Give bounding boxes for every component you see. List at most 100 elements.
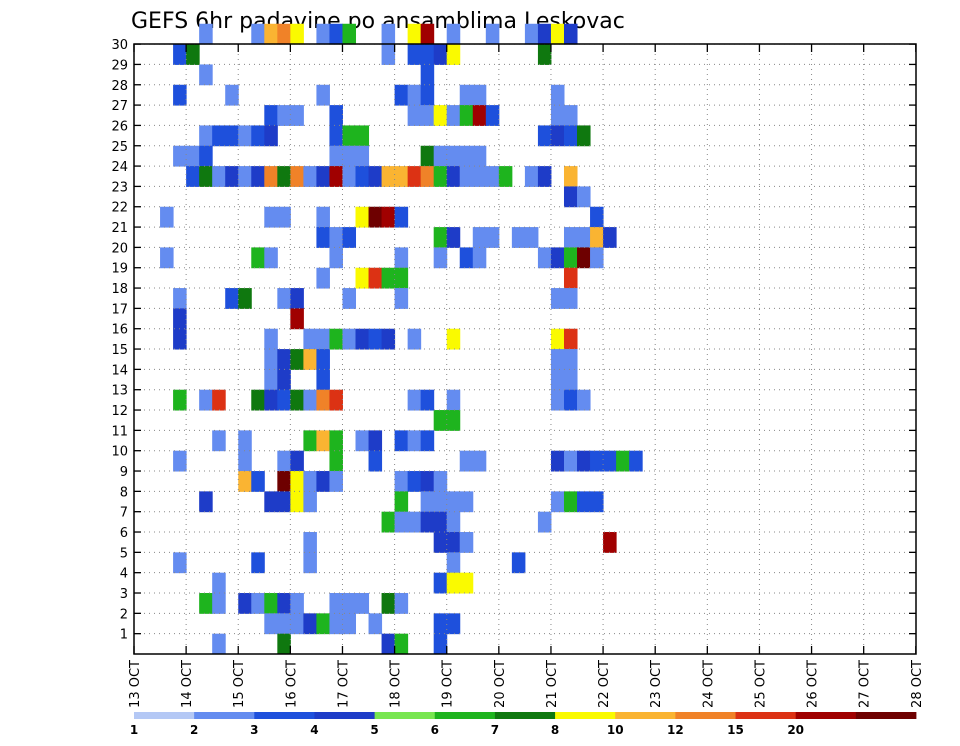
- heatmap-cell: [459, 450, 474, 472]
- heatmap-cell: [446, 227, 461, 248]
- heatmap-cell: [264, 593, 278, 614]
- colorbar-label: 20: [787, 723, 804, 737]
- heatmap-cell: [394, 267, 409, 289]
- heatmap-cell: [199, 491, 213, 513]
- heatmap-cell: [550, 369, 565, 391]
- heatmap-cell: [550, 288, 565, 309]
- heatmap-cell: [303, 389, 317, 411]
- heatmap-cell: [433, 532, 448, 553]
- heatmap-cell: [316, 84, 330, 106]
- heatmap-cell: [420, 145, 435, 167]
- colorbar-label: 3: [250, 723, 258, 737]
- heatmap-cell: [277, 105, 291, 126]
- heatmap-cell: [563, 450, 578, 472]
- colorbar-swatch: [555, 712, 616, 719]
- heatmap-cell: [433, 105, 448, 126]
- y-tick-label: 13: [111, 384, 128, 399]
- heatmap-cell: [342, 613, 357, 635]
- heatmap-cell: [238, 450, 252, 472]
- heatmap-cell: [303, 491, 317, 513]
- heatmap-cell: [420, 430, 435, 452]
- heatmap-cell: [238, 430, 252, 452]
- heatmap-cell: [550, 349, 565, 370]
- y-tick-label: 21: [111, 221, 128, 236]
- heatmap-cell: [264, 389, 278, 411]
- heatmap-cell: [264, 125, 278, 147]
- heatmap-cell: [420, 511, 435, 533]
- heatmap-cell: [342, 227, 357, 248]
- heatmap-cell: [394, 166, 409, 187]
- y-tick-label: 17: [111, 302, 128, 317]
- heatmap-cell: [563, 328, 578, 350]
- heatmap-cell: [394, 491, 409, 513]
- heatmap-cell: [329, 105, 343, 126]
- heatmap-cell: [472, 84, 487, 106]
- colorbar-swatch: [314, 712, 376, 719]
- heatmap-cell: [446, 410, 461, 431]
- heatmap-cell: [381, 23, 396, 45]
- heatmap-cell: [264, 206, 278, 228]
- y-tick-label: 18: [111, 282, 128, 297]
- heatmap-cell: [199, 389, 213, 411]
- heatmap-cell: [290, 23, 304, 45]
- heatmap-cell: [329, 227, 343, 248]
- heatmap-cell: [251, 552, 265, 574]
- heatmap-cell: [186, 44, 200, 65]
- heatmap-cell: [446, 552, 461, 574]
- heatmap-cell: [329, 389, 343, 411]
- colorbar-swatch: [494, 712, 556, 719]
- heatmap-cell: [498, 166, 513, 187]
- heatmap-cell: [264, 369, 278, 391]
- heatmap-cell: [485, 227, 500, 248]
- heatmap-cell: [355, 166, 370, 187]
- y-tick-label: 12: [111, 404, 128, 419]
- heatmap-cell: [342, 23, 357, 45]
- heatmap-cell: [225, 166, 239, 187]
- colorbar-swatch: [194, 712, 255, 719]
- heatmap-cell: [316, 267, 330, 289]
- colorbar-label: 4: [310, 723, 318, 737]
- heatmap-cell: [225, 125, 239, 147]
- heatmap-cell: [290, 389, 304, 411]
- heatmap-cell: [485, 105, 500, 126]
- heatmap-cell: [459, 491, 474, 513]
- heatmap-cell: [511, 227, 526, 248]
- heatmap-cell: [446, 105, 461, 126]
- heatmap-cell: [459, 247, 474, 269]
- heatmap-cell: [316, 227, 330, 248]
- heatmap-cell: [420, 491, 435, 513]
- colorbar-swatch: [735, 712, 797, 719]
- y-tick-label: 20: [111, 241, 128, 256]
- heatmap-cell: [407, 84, 422, 106]
- heatmap-cell: [199, 166, 213, 187]
- y-tick-label: 11: [111, 424, 128, 439]
- heatmap-cell: [277, 166, 291, 187]
- heatmap-cell: [407, 471, 422, 492]
- heatmap-cell: [368, 613, 383, 635]
- heatmap-cell: [459, 166, 474, 187]
- heatmap-cell: [303, 552, 317, 574]
- heatmap-cell: [433, 145, 448, 167]
- heatmap-cell: [290, 491, 304, 513]
- heatmap-cell: [277, 593, 291, 614]
- heatmap-cell: [537, 166, 552, 187]
- x-axis: 13 OCT 14 OCT 15 OCT 16 OCT 17 OCT 18 OCT 19 O…: [128, 44, 925, 708]
- heatmap-cell: [433, 247, 448, 269]
- heatmap-cell: [316, 206, 330, 228]
- heatmap-cell: [277, 389, 291, 411]
- heatmap-cell: [407, 430, 422, 452]
- heatmap-cell: [459, 572, 474, 594]
- heatmap-cell: [511, 552, 526, 574]
- heatmap-cell: [303, 166, 317, 187]
- heatmap-cell: [472, 450, 487, 472]
- heatmap-cell: [264, 105, 278, 126]
- heatmap-cell: [329, 145, 343, 167]
- heatmap-cell: [342, 166, 357, 187]
- heatmap-cell: [550, 328, 565, 350]
- heatmap-cell: [381, 267, 396, 289]
- heatmap-cell: [459, 105, 474, 126]
- heatmap-cell: [173, 44, 187, 65]
- y-tick-label: 8: [120, 485, 128, 500]
- heatmap-cell: [316, 349, 330, 370]
- heatmap-cell: [368, 328, 383, 350]
